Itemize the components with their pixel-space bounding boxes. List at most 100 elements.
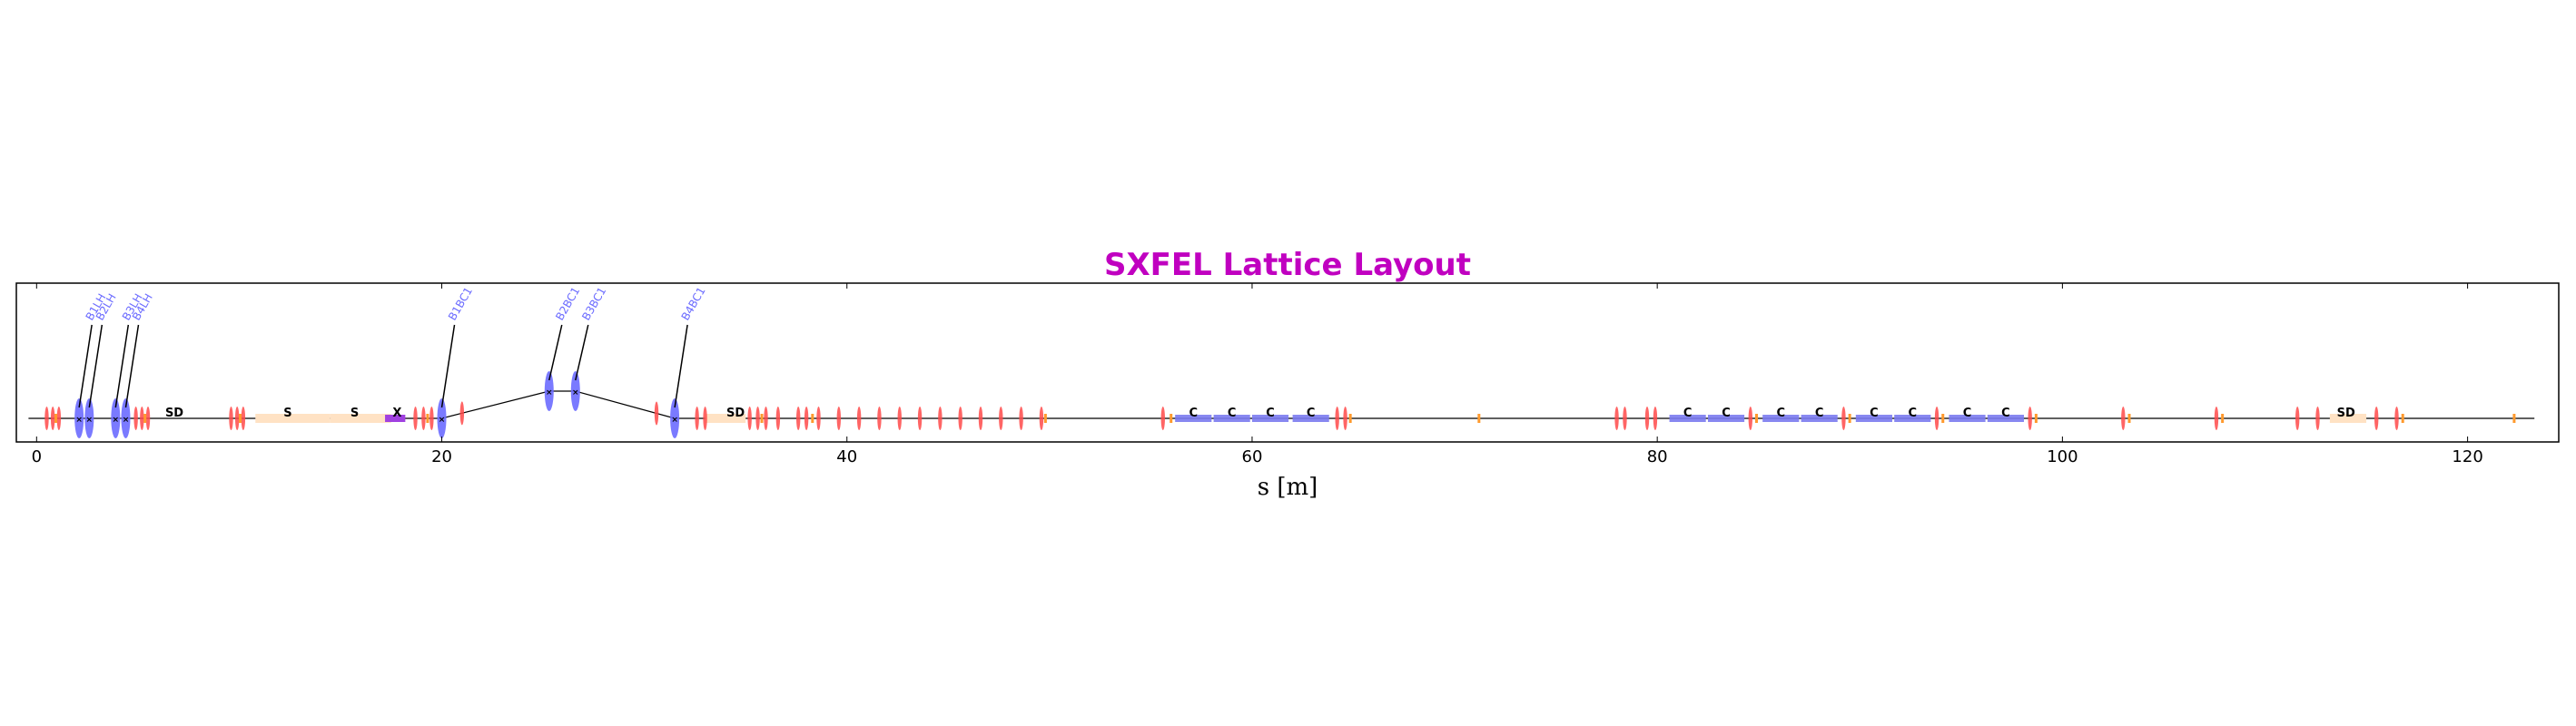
bend-label: B2BC1 [553,285,582,323]
x-axis-label: s [m] [1258,474,1318,501]
quadrupole [917,407,923,430]
element-label: C [1815,407,1824,420]
quadrupole [938,407,943,430]
bend-marker: × [671,416,678,425]
quadrupole [856,407,862,430]
bend-leader-line [674,324,688,408]
solenoid [330,414,391,423]
quadrupole [877,407,882,430]
element-label: C [1266,407,1275,420]
quadrupole [1934,407,1939,430]
quadrupole [747,407,752,430]
rf-cavity [1707,415,1745,422]
corrector [2034,414,2038,423]
quadrupole [44,407,49,430]
x-tick-label: 80 [1647,447,1668,466]
corrector [54,414,58,423]
quadrupole [1653,407,1658,430]
bend-magnet [74,398,84,438]
bend-label: B1BC1 [446,285,475,323]
rf-cavity [1801,415,1838,422]
element-label: C [1189,407,1198,420]
element-label: C [1228,407,1237,420]
quadrupole [2394,407,2399,430]
bend-marker: × [439,416,446,425]
quadrupole [413,407,418,430]
quadrupole [2295,407,2300,430]
quadrupole [2214,407,2219,430]
rf-cavity [1175,415,1212,422]
quadrupole [2315,407,2320,430]
quadrupole [958,407,962,430]
element-label: C [1870,407,1879,420]
quadrupole [703,407,707,430]
rf-cavity [1855,415,1892,422]
quadrupole [755,407,760,430]
corrector [1754,414,1758,423]
rf-cavity [1292,415,1329,422]
rf-cavity [1213,415,1250,422]
plot-area [15,282,2560,443]
corrector [239,414,242,423]
element-label: C [1776,407,1785,420]
quadrupole [1343,407,1347,430]
quadrupole [421,407,426,430]
quadrupole [764,407,768,430]
corrector [2127,414,2131,423]
element-label: C [1909,407,1918,420]
bend-magnet [670,398,680,438]
element-label: C [1963,407,1972,420]
x-axis: 0 20 40 60 80 100 120 [32,283,2483,466]
element-label: C [1722,407,1731,420]
corrector [811,414,814,423]
quadrupole [1623,407,1627,430]
quadrupole [695,407,699,430]
quadrupole [56,407,62,430]
corrector [760,414,764,423]
quadrupole [459,401,465,426]
rf-cavity [1762,415,1800,422]
element-label: S [350,407,359,420]
quadrupole [1614,407,1619,430]
quadrupole [897,407,902,430]
bend-magnet [121,398,131,438]
bend-marker: × [86,416,94,425]
beamline [28,390,2535,419]
quadrupole [229,407,233,430]
element-label: C [2001,407,2010,420]
solenoid [2329,414,2367,423]
bend-magnet [570,371,580,411]
quadrupole [1748,407,1753,430]
quadrupole [795,407,801,430]
element-label: SD [165,407,183,420]
corrector [1848,414,1851,423]
bend-marker: × [572,388,579,397]
quadrupole [50,407,55,430]
corrector [2221,414,2225,423]
bend-marker: × [546,388,553,397]
bend-magnet [111,398,121,438]
bend-magnet [437,398,447,438]
element-label: C [1683,407,1693,420]
quadrupole [2121,407,2126,430]
quadrupole [2028,407,2032,430]
solenoid [255,414,331,423]
elements-layer: × × × × ×× ×× [44,371,2516,438]
x-tick-label: 100 [2047,447,2078,466]
quadrupole [1160,407,1165,430]
element-label: X [392,407,401,420]
quadrupole [1039,407,1044,430]
rf-cavity [1251,415,1289,422]
bend-leader-line [575,324,589,381]
quadrupole [999,407,1003,430]
rf-cavity [1669,415,1706,422]
x-tick-label: 40 [836,447,857,466]
x-tick-label: 60 [1242,447,1263,466]
quadrupole [1841,407,1846,430]
corrector [1170,414,1173,423]
quadrupole [654,401,659,426]
corrector [2512,414,2516,423]
chart-title: SXFEL Lattice Layout [1104,247,1471,283]
bend-leader-line [114,324,130,408]
